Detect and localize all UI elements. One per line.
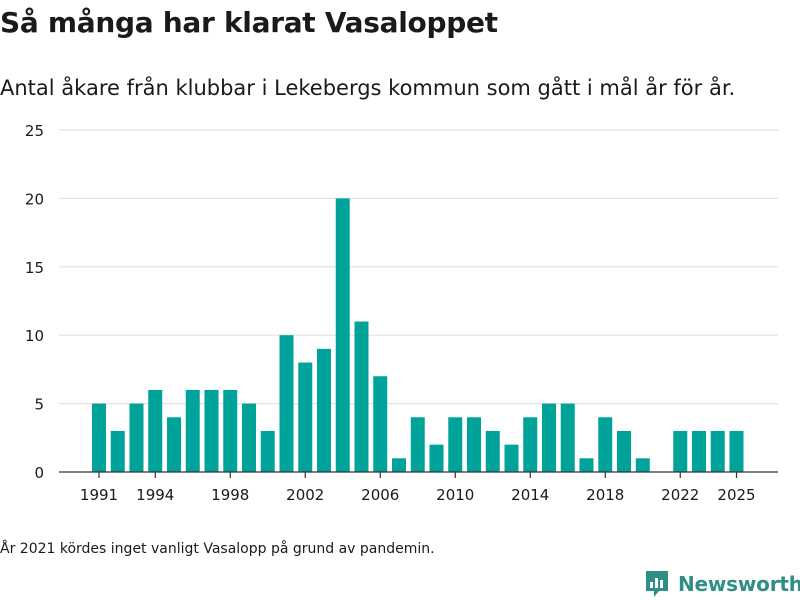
x-tick-label: 2014 (511, 486, 549, 504)
footnote: År 2021 kördes inget vanligt Vasalopp på… (0, 541, 435, 557)
bar-2020 (635, 458, 650, 472)
x-tick-label: 1991 (80, 486, 118, 504)
grid-lines (59, 129, 778, 405)
x-tick-label: 2006 (361, 486, 399, 504)
bar-2015 (542, 403, 556, 472)
x-tick-label: 2022 (661, 486, 699, 504)
y-tick-label: 15 (25, 259, 44, 277)
bar-2013 (504, 444, 519, 472)
bar-2025 (729, 430, 744, 472)
bar-2023 (692, 430, 706, 472)
bar-1991 (92, 403, 106, 472)
y-tick-label: 25 (25, 122, 44, 140)
bar-2006 (373, 376, 388, 472)
bar-2004 (335, 198, 350, 472)
x-tick-label: 1998 (211, 486, 249, 504)
newsworthy-logo-icon (646, 571, 668, 597)
x-tick-label: 2002 (286, 486, 324, 504)
bar-2014 (523, 417, 538, 472)
bar-2012 (485, 430, 500, 472)
bar-1992 (110, 430, 125, 472)
chart-title: Så många har klarat Vasaloppet (0, 6, 498, 39)
bar-2010 (448, 417, 463, 472)
bar-2008 (410, 417, 425, 472)
y-tick-label: 5 (34, 396, 44, 414)
bar-2017 (579, 458, 594, 472)
bar-2022 (673, 430, 688, 472)
y-tick-label: 0 (34, 464, 44, 482)
y-tick-label: 10 (25, 327, 44, 345)
brand-name: Newsworthy (678, 572, 800, 596)
x-tick-label: 2010 (436, 486, 474, 504)
bar-2016 (560, 403, 575, 472)
x-tick-label: 1994 (136, 486, 174, 504)
bar-1993 (129, 403, 144, 472)
bar-1999 (242, 403, 256, 472)
x-tick-label: 2018 (586, 486, 624, 504)
x-tick-label: 2025 (717, 486, 755, 504)
bar-2024 (710, 430, 725, 472)
bars (92, 198, 744, 472)
bar-2009 (429, 444, 444, 472)
bar-2011 (467, 417, 481, 472)
chart-subtitle: Antal åkare från klubbar i Lekebergs kom… (0, 76, 736, 100)
bar-1994 (148, 389, 163, 472)
bar-2001 (279, 335, 294, 472)
bar-2018 (598, 417, 613, 472)
bar-2007 (392, 458, 406, 472)
bar-1997 (204, 389, 219, 472)
bar-2000 (260, 430, 275, 472)
bar-2005 (354, 321, 369, 472)
y-tick-label: 20 (25, 190, 44, 208)
bar-1998 (223, 389, 238, 472)
bar-1996 (185, 389, 200, 472)
bar-2002 (298, 362, 313, 472)
bar-1995 (167, 417, 181, 472)
bar-2003 (317, 348, 331, 472)
bar-2019 (617, 430, 631, 472)
brand-logo: Newsworthy (644, 568, 800, 600)
